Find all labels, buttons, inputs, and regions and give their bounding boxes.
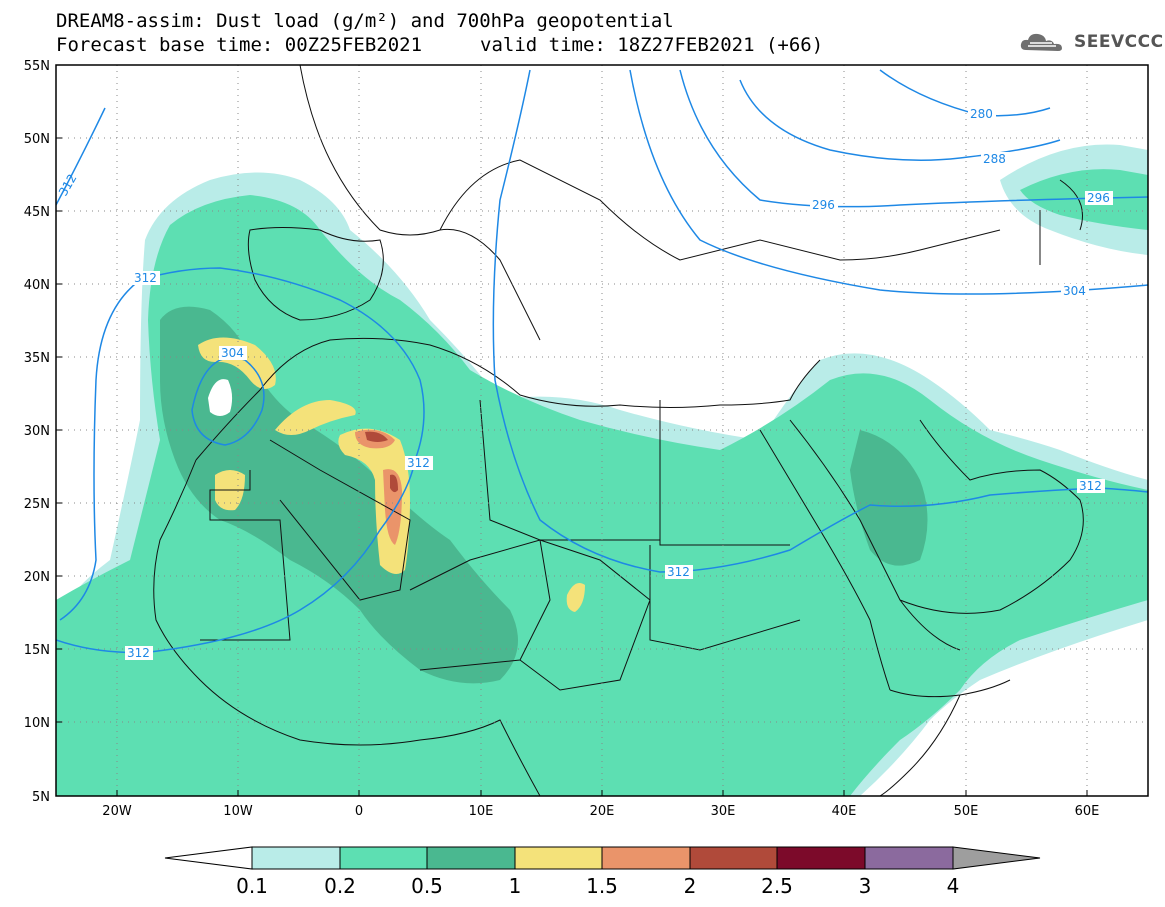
chart-title: DREAM8-assim: Dust load (g/m²) and 700hP… [56,10,674,32]
dust-field-high-5 [566,582,585,612]
lat-label: 20N [24,570,50,585]
colorbar-swatch [426,846,516,870]
contour-288 [739,79,1061,161]
border-caspian [1039,179,1083,265]
border-chad [519,539,651,691]
lon-label: 10E [469,804,494,819]
border-niger [409,539,551,671]
colorbar-swatch [514,846,603,870]
coastline-west-africa [153,459,541,796]
colorbar-swatch [251,846,341,870]
lat-label: 15N [24,643,50,658]
lon-label: 0 [355,804,363,819]
contour-label: 312 [407,456,430,470]
coastline-red-sea [759,419,961,691]
lon-label: 20E [590,804,615,819]
colorbar-label: 2.5 [761,874,793,898]
coastline-iberia [247,227,384,321]
clear-patch [208,379,233,416]
colorbar-arrow-left [164,846,253,870]
dust-field-high-1 [198,337,276,389]
colorbar-swatch [864,846,954,870]
colorbar-swatch [601,846,691,870]
lat-label: 40N [24,278,50,293]
lon-label: 40E [832,804,857,819]
coastline-north-africa [195,337,821,461]
dust-field-core-3 [365,431,388,442]
contour-296 [679,69,1148,208]
contour-label: 312 [127,646,150,660]
lat-label: 30N [24,424,50,439]
dust-field-medium [56,195,1148,796]
dust-field-high-2 [275,400,356,435]
colorbar-arrow-right [952,846,1041,870]
contour-label: 304 [1063,284,1086,298]
colorbar-label: 0.1 [236,874,268,898]
lat-label: 25N [24,497,50,512]
dust-field-dense-east [850,430,928,566]
colorbar-label: 3 [859,874,872,898]
graticule [56,65,1148,796]
contour-312-main [56,267,425,654]
lat-label: 5N [32,790,50,805]
contour-label: 296 [812,198,835,212]
lat-label: 50N [24,132,50,147]
contour-label: 312 [134,271,157,285]
colorbar: 0.1 0.2 0.5 1 1.5 2 2.5 3 4 [164,846,1041,898]
contour-label: 312 [667,565,690,579]
valid-time: valid time: 18Z27FEB2021 (+66) [480,34,824,56]
contour-label: 296 [1087,191,1110,205]
border-mali [200,470,291,641]
lat-label: 35N [24,351,50,366]
lon-label: 10W [223,804,253,819]
lat-label: 55N [24,59,50,74]
colorbar-label: 4 [947,874,960,898]
colorbar-label: 0.5 [411,874,443,898]
contour-label: 312 [1079,479,1102,493]
lon-labels: 20W 10W 0 10E 20E 30E 40E 50E 60E [102,804,1099,819]
lon-label: 20W [102,804,132,819]
colorbar-label: 2 [684,874,697,898]
contour-label: 280 [970,107,993,121]
coastline-horn [879,679,1011,796]
colorbar-swatch [776,846,866,870]
lat-label: 10N [24,716,50,731]
axis-ticks [56,64,1088,797]
logo-text: SEEVCCC [1074,32,1164,52]
colorbar-swatch [689,846,778,870]
lat-label: 45N [24,205,50,220]
lat-labels: 55N 50N 45N 40N 35N 30N 25N 20N 15N 10N … [24,59,50,805]
coastline-europe [299,65,1001,341]
coastline-arabia [899,419,1084,614]
lon-label: 50E [954,804,979,819]
colorbar-label: 1.5 [586,874,618,898]
contour-label: 304 [221,346,244,360]
border-egypt [659,400,790,546]
seevccc-logo: SEEVCCC [1018,28,1164,56]
dust-field-core-4 [390,474,398,493]
border-sudan [649,545,801,651]
lon-label: 30E [711,804,736,819]
colorbar-label: 0.2 [324,874,356,898]
forecast-base-time: Forecast base time: 00Z25FEB2021 [56,34,423,56]
contour-312-nw [56,107,106,206]
colorbar-label: 1 [509,874,522,898]
colorbar-swatch [339,846,428,870]
dust-field-medium-ne [1020,169,1148,230]
border-algeria [269,439,411,601]
coastlines [153,65,1084,796]
contour-label: 288 [983,152,1006,166]
lon-label: 60E [1075,804,1100,819]
contour-304 [629,69,1148,295]
cloud-icon [1020,33,1062,51]
